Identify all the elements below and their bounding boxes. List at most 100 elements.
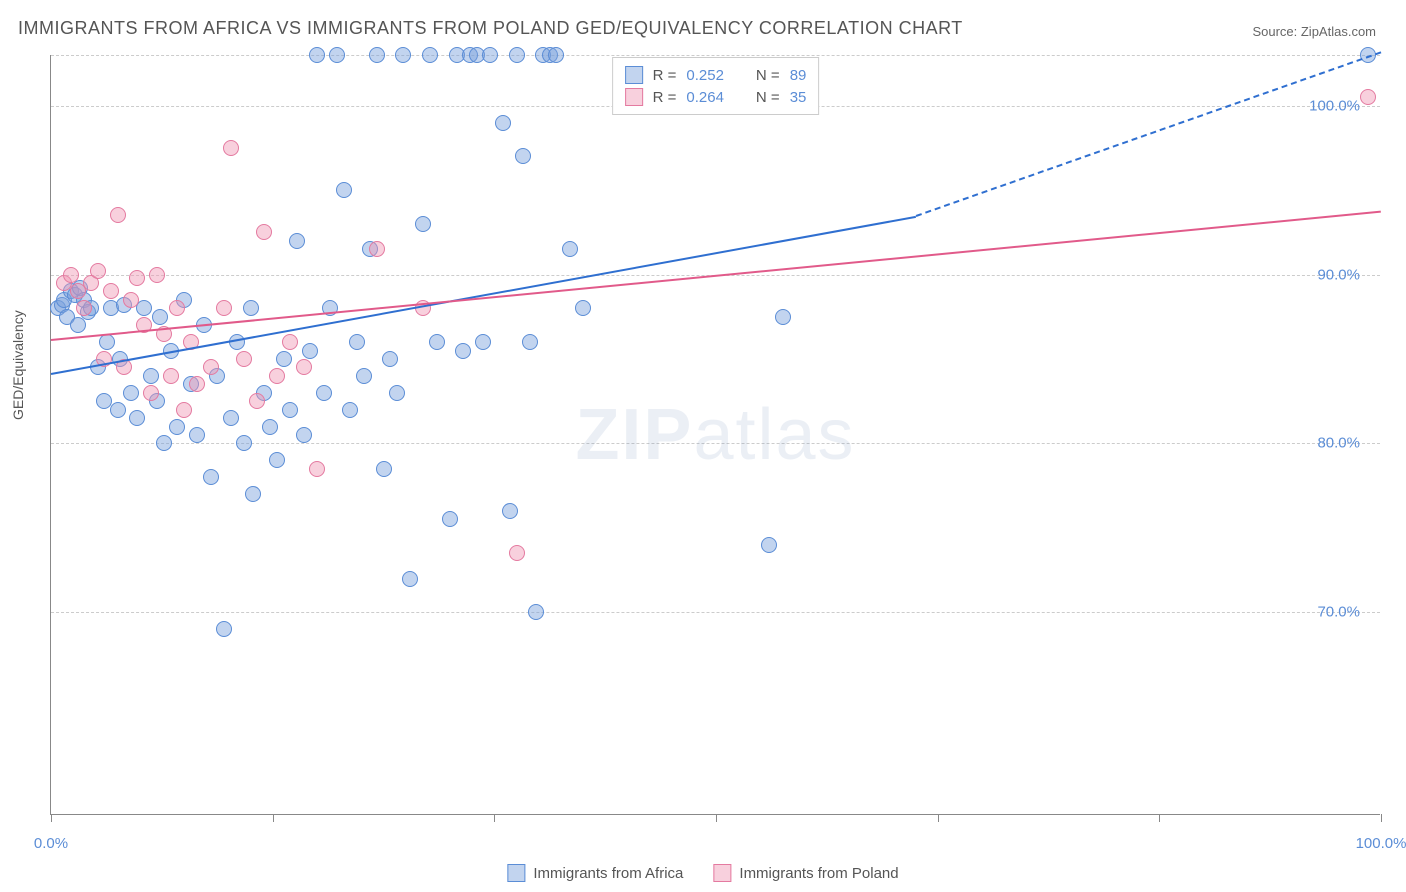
scatter-point [356,368,372,384]
scatter-point [509,545,525,561]
scatter-point [70,317,86,333]
scatter-point [336,182,352,198]
scatter-point [176,402,192,418]
scatter-point [103,283,119,299]
y-tick-label: 100.0% [1309,97,1360,114]
scatter-point [110,207,126,223]
scatter-point [761,537,777,553]
scatter-point [143,368,159,384]
legend-series-item: Immigrants from Poland [713,864,898,882]
x-tick-mark [938,814,939,822]
scatter-point [143,385,159,401]
legend-n-value: 35 [790,89,807,106]
legend-r-value: 0.264 [686,89,724,106]
legend-bottom: Immigrants from Africa Immigrants from Po… [507,864,898,882]
scatter-point [203,359,219,375]
chart-title: IMMIGRANTS FROM AFRICA VS IMMIGRANTS FRO… [18,18,963,39]
scatter-point [123,292,139,308]
legend-n-value: 89 [790,67,807,84]
legend-series-item: Immigrants from Africa [507,864,683,882]
x-tick-mark [273,814,274,822]
scatter-point [402,571,418,587]
scatter-point [129,270,145,286]
scatter-point [395,47,411,63]
scatter-point [329,47,345,63]
scatter-point [129,410,145,426]
scatter-point [262,419,278,435]
scatter-point [203,469,219,485]
scatter-point [528,604,544,620]
scatter-point [389,385,405,401]
x-tick-label: 0.0% [34,835,68,852]
scatter-point [269,368,285,384]
scatter-point [90,263,106,279]
scatter-point [156,435,172,451]
scatter-point [289,233,305,249]
scatter-point [562,241,578,257]
scatter-point [422,47,438,63]
legend-correlation: R =0.252N =89R =0.264N =35 [612,57,820,115]
x-tick-label: 100.0% [1356,835,1406,852]
scatter-point [249,393,265,409]
scatter-point [149,267,165,283]
scatter-point [442,511,458,527]
scatter-point [256,224,272,240]
scatter-point [475,334,491,350]
scatter-point [76,300,92,316]
scatter-point [509,47,525,63]
x-tick-mark [51,814,52,822]
scatter-point [309,461,325,477]
scatter-point [575,300,591,316]
x-tick-mark [1381,814,1382,822]
scatter-point [282,334,298,350]
scatter-point [342,402,358,418]
scatter-point [522,334,538,350]
scatter-point [495,115,511,131]
scatter-point [63,267,79,283]
scatter-point [189,427,205,443]
scatter-point [223,410,239,426]
scatter-point [415,216,431,232]
scatter-point [243,300,259,316]
scatter-point [309,47,325,63]
scatter-point [189,376,205,392]
scatter-point [152,309,168,325]
legend-row: R =0.252N =89 [625,64,807,86]
scatter-point [429,334,445,350]
scatter-point [123,385,139,401]
legend-swatch-icon [625,88,643,106]
scatter-point [163,368,179,384]
x-tick-mark [716,814,717,822]
legend-series-label: Immigrants from Poland [739,865,898,882]
scatter-point [99,334,115,350]
scatter-point [1360,89,1376,105]
scatter-point [236,351,252,367]
scatter-point [316,385,332,401]
legend-n-label: N = [756,89,780,106]
legend-n-label: N = [756,67,780,84]
x-tick-mark [1159,814,1160,822]
scatter-point [502,503,518,519]
scatter-point [136,300,152,316]
legend-row: R = 0.264 N = 35 [625,86,807,108]
scatter-point [216,300,232,316]
scatter-point [169,419,185,435]
legend-swatch-icon [507,864,525,882]
scatter-point [169,300,185,316]
scatter-point [376,461,392,477]
legend-swatch-icon [625,66,643,84]
scatter-point [296,359,312,375]
scatter-point [382,351,398,367]
scatter-point [276,351,292,367]
legend-series-label: Immigrants from Africa [533,865,683,882]
scatter-point [515,148,531,164]
scatter-point [110,402,126,418]
scatter-point [349,334,365,350]
scatter-point [369,241,385,257]
scatter-point [455,343,471,359]
legend-r-label: R = [653,67,677,84]
scatter-point [236,435,252,451]
scatter-point [775,309,791,325]
legend-r-label: R = [653,89,677,106]
y-tick-label: 90.0% [1317,266,1360,283]
